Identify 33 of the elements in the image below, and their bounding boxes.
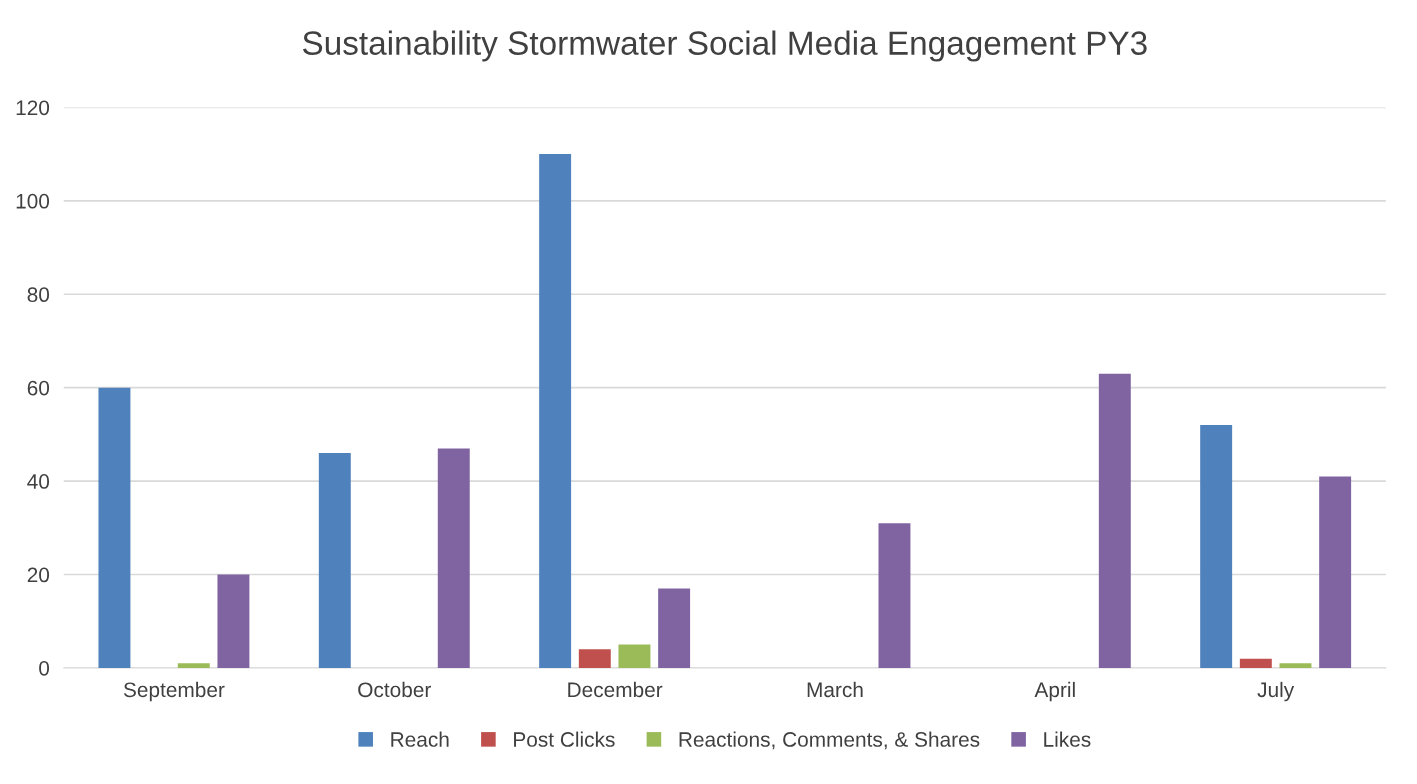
- bar: [1200, 425, 1233, 668]
- bar: [318, 453, 351, 668]
- x-tick-label: September: [123, 681, 225, 702]
- bar: [177, 663, 210, 668]
- x-tick-label: March: [807, 681, 863, 698]
- y-tick-label: 40: [27, 474, 50, 489]
- bar: [437, 448, 470, 668]
- y-tick-label: 100: [16, 193, 50, 209]
- bar: [1279, 663, 1312, 668]
- bar: [539, 154, 572, 668]
- legend-label: Reactions, Comments, & Shares: [679, 731, 980, 750]
- legend-label: Post Clicks: [514, 731, 615, 747]
- y-tick-label: 20: [27, 567, 50, 583]
- bar: [1098, 373, 1131, 668]
- y-tick-label: 80: [27, 287, 50, 303]
- bar: [658, 588, 691, 668]
- bar: [1319, 476, 1352, 668]
- y-tick-label: 0: [39, 660, 50, 676]
- chart-title: Sustainability Stormwater Social Media Engagement PY3: [302, 30, 1147, 62]
- y-tick-label: 120: [16, 100, 50, 116]
- x-tick-label: April: [1034, 681, 1075, 702]
- bar: [878, 523, 911, 668]
- x-tick-label: October: [358, 681, 431, 698]
- bar: [578, 649, 611, 668]
- bar: [98, 387, 131, 668]
- legend-label: Likes: [1044, 731, 1091, 747]
- bar: [618, 644, 651, 668]
- bar: [1239, 658, 1272, 668]
- x-tick-label: December: [568, 681, 663, 698]
- x-tick-label: July: [1257, 681, 1295, 702]
- bar: [217, 574, 250, 668]
- y-tick-label: 60: [27, 380, 50, 396]
- legend-label: Reach: [391, 731, 449, 747]
